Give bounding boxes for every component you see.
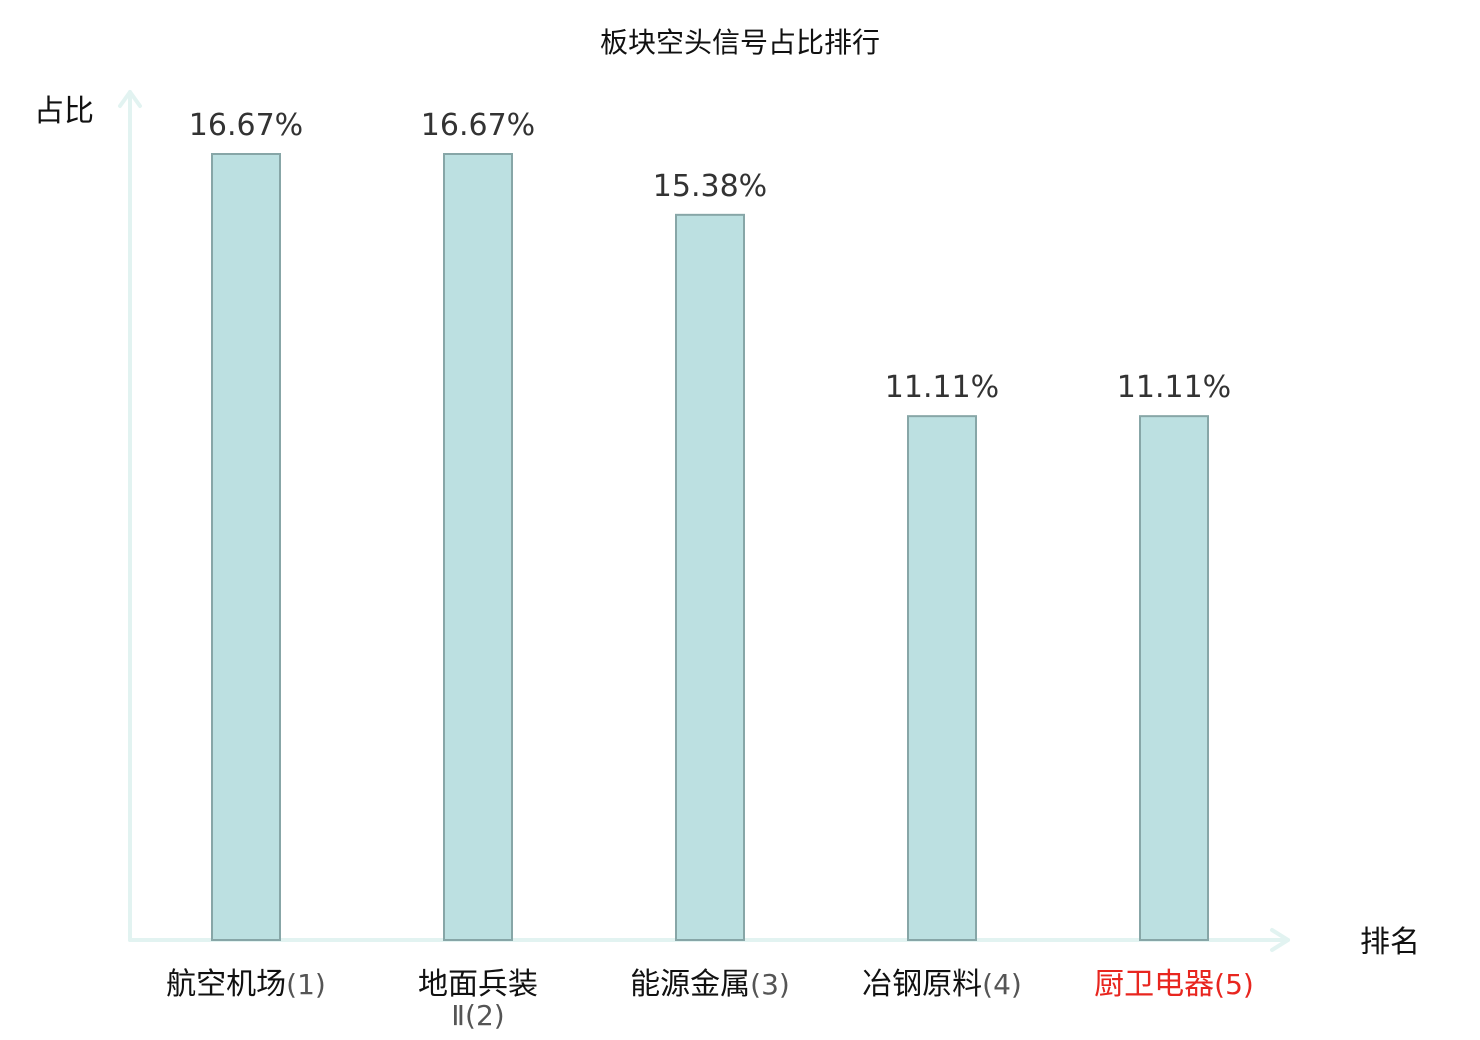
category-label-2: 地面兵装 — [418, 967, 538, 1002]
bar-2 — [443, 153, 513, 941]
category-name-line2: Ⅱ — [451, 999, 465, 1032]
value-label-2: 16.67% — [421, 108, 535, 143]
value-label-4: 11.11% — [885, 370, 999, 405]
category-rank: (3) — [750, 968, 790, 1001]
value-label-5: 11.11% — [1117, 370, 1231, 405]
y-axis-title: 占比 — [34, 94, 94, 129]
category-rank: (5) — [1214, 968, 1254, 1001]
category-name: 航空机场 — [166, 967, 286, 1002]
bar-5 — [1139, 415, 1209, 941]
category-label-5: 厨卫电器(5) — [1094, 967, 1254, 1002]
category-name: 冶钢原料 — [862, 967, 982, 1002]
category-label-3: 能源金属(3) — [630, 967, 790, 1002]
category-label-2-line2: Ⅱ(2) — [451, 999, 504, 1032]
category-name: 厨卫电器 — [1094, 967, 1214, 1002]
value-labels-group: 16.67% 16.67% 15.38% 11.11% 11.11% — [189, 108, 1231, 405]
x-axis-title: 排名 — [1360, 925, 1420, 960]
category-rank: (4) — [982, 968, 1022, 1001]
value-label-1: 16.67% — [189, 108, 303, 143]
bars-group — [211, 153, 1209, 942]
y-axis-arrow — [118, 90, 142, 108]
category-label-4: 冶钢原料(4) — [862, 967, 1022, 1002]
bar-3 — [675, 213, 745, 942]
value-label-3: 15.38% — [653, 169, 767, 204]
category-name: 能源金属 — [630, 967, 750, 1002]
bar-4 — [907, 415, 977, 941]
category-rank: (1) — [286, 968, 326, 1001]
x-axis-arrow — [1270, 928, 1290, 952]
category-label-1: 航空机场(1) — [166, 967, 326, 1002]
bar-1 — [211, 153, 281, 941]
category-name: 地面兵装 — [418, 967, 538, 1002]
chart-title: 板块空头信号占比排行 — [600, 26, 880, 59]
category-rank: (2) — [465, 999, 505, 1032]
